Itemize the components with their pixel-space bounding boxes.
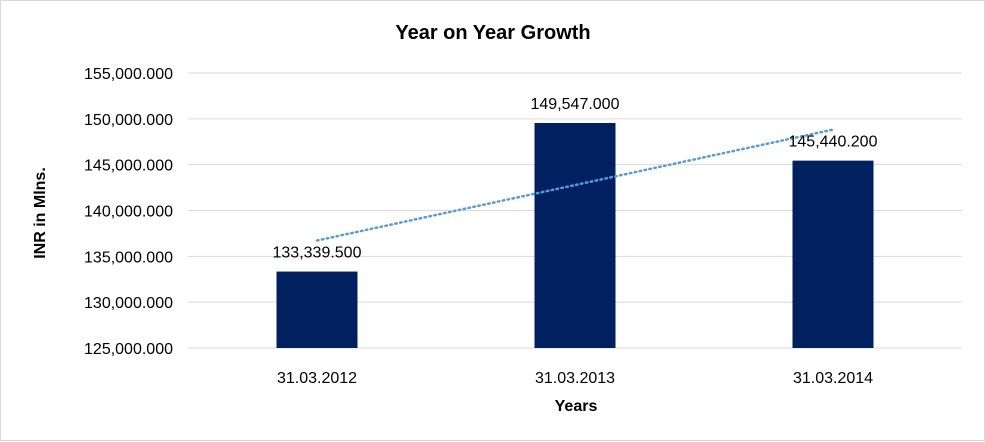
y-tick-label: 150,000.000 — [84, 112, 173, 129]
data-label: 133,339.500 — [273, 245, 362, 262]
trendline-line — [315, 128, 835, 242]
trendline — [315, 128, 835, 242]
bar — [792, 160, 874, 348]
y-axis-title: INR in Mlns. — [32, 167, 49, 259]
chart-title: Year on Year Growth — [395, 22, 590, 44]
bar — [276, 271, 358, 348]
y-tick-label: 155,000.000 — [84, 66, 173, 83]
y-tick-label: 135,000.000 — [84, 249, 173, 266]
x-tick-label: 31.03.2014 — [793, 370, 873, 387]
x-axis-ticks: 31.03.2012 31.03.2013 31.03.2014 — [277, 370, 873, 387]
data-label: 149,547.000 — [531, 96, 620, 113]
bar — [534, 122, 616, 348]
x-axis-title: Years — [555, 398, 598, 415]
y-tick-label: 130,000.000 — [84, 295, 173, 312]
data-labels: 133,339.500 149,547.000 145,440.200 — [273, 96, 878, 262]
x-tick-label: 31.03.2012 — [277, 370, 357, 387]
data-label: 145,440.200 — [789, 134, 878, 151]
y-tick-label: 140,000.000 — [84, 204, 173, 221]
bars — [276, 122, 874, 348]
y-tick-label: 125,000.000 — [84, 341, 173, 358]
y-tick-label: 145,000.000 — [84, 158, 173, 175]
x-tick-label: 31.03.2013 — [535, 370, 615, 387]
y-axis-ticks: 125,000.000 130,000.000 135,000.000 140,000… — [84, 66, 173, 358]
